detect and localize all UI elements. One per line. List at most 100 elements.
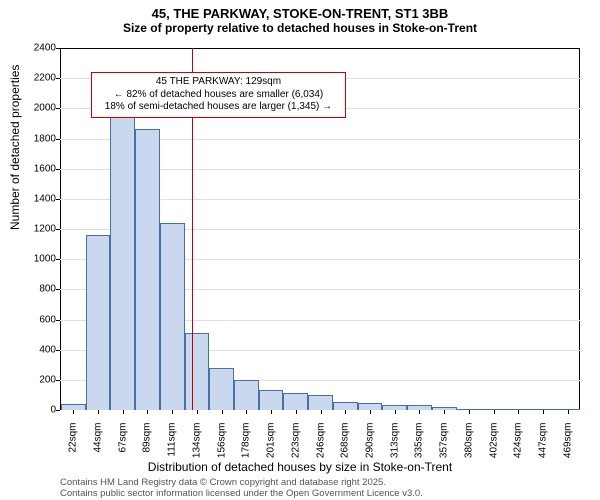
x-tick-label: 178sqm [241, 423, 252, 463]
histogram-bar [110, 113, 135, 410]
chart-title-sub: Size of property relative to detached ho… [0, 21, 600, 39]
x-tick-label: 380sqm [463, 423, 474, 463]
annotation-box: 45 THE PARKWAY: 129sqm← 82% of detached … [91, 72, 346, 118]
x-tick [321, 410, 322, 414]
x-tick [494, 410, 495, 414]
x-tick [345, 410, 346, 414]
x-tick [271, 410, 272, 414]
x-tick-label: 313sqm [389, 423, 400, 463]
footer-line-2: Contains public sector information licen… [60, 488, 423, 499]
x-tick-label: 290sqm [365, 423, 376, 463]
y-tick [56, 139, 60, 140]
x-tick-label: 201sqm [266, 423, 277, 463]
x-tick-label: 223sqm [290, 423, 301, 463]
x-tick [469, 410, 470, 414]
y-tick [56, 350, 60, 351]
x-tick [197, 410, 198, 414]
histogram-bar [185, 333, 210, 410]
histogram-bar [160, 223, 185, 410]
x-tick [296, 410, 297, 414]
histogram-bar [86, 235, 111, 410]
x-tick-label: 402sqm [488, 423, 499, 463]
histogram-bar [61, 404, 86, 410]
histogram-bar [333, 402, 358, 410]
x-tick [419, 410, 420, 414]
x-tick-label: 424sqm [513, 423, 524, 463]
plot-area: 45 THE PARKWAY: 129sqm← 82% of detached … [60, 48, 580, 410]
x-tick-label: 335sqm [414, 423, 425, 463]
x-tick [543, 410, 544, 414]
histogram-bar [531, 409, 556, 410]
histogram-bar [432, 407, 457, 410]
x-tick-label: 268sqm [340, 423, 351, 463]
chart-title-main: 45, THE PARKWAY, STOKE-ON-TRENT, ST1 3BB [0, 0, 600, 21]
histogram-bar [555, 409, 580, 410]
histogram-bar [457, 409, 482, 411]
y-tick-label: 1600 [34, 163, 56, 174]
footer-line-1: Contains HM Land Registry data © Crown c… [60, 477, 386, 488]
histogram-bar [135, 129, 160, 410]
x-tick [246, 410, 247, 414]
y-tick [56, 108, 60, 109]
y-tick [56, 380, 60, 381]
histogram-bar [308, 395, 333, 410]
y-tick-label: 2200 [34, 73, 56, 84]
y-tick [56, 229, 60, 230]
x-tick [73, 410, 74, 414]
x-tick-label: 22sqm [68, 423, 79, 463]
histogram-bar [283, 393, 308, 410]
x-tick [222, 410, 223, 414]
x-tick-label: 67sqm [117, 423, 128, 463]
y-tick-label: 1400 [34, 193, 56, 204]
y-axis-label: Number of detached properties [8, 65, 22, 230]
y-tick-label: 400 [39, 344, 56, 355]
y-tick-label: 1000 [34, 254, 56, 265]
y-tick-label: 1200 [34, 224, 56, 235]
x-tick-label: 44sqm [93, 423, 104, 463]
x-tick [147, 410, 148, 414]
y-tick [56, 199, 60, 200]
histogram-bar [382, 405, 407, 410]
annotation-line-1: 45 THE PARKWAY: 129sqm [98, 76, 339, 89]
x-tick-label: 156sqm [216, 423, 227, 463]
histogram-bar [234, 380, 259, 410]
y-tick [56, 410, 60, 411]
histogram-bar [407, 405, 432, 410]
histogram-bar [506, 409, 531, 410]
x-tick-label: 469sqm [562, 423, 573, 463]
x-tick [568, 410, 569, 414]
x-tick-label: 134sqm [191, 423, 202, 463]
x-tick [395, 410, 396, 414]
histogram-bar [209, 368, 234, 410]
y-tick-label: 2400 [34, 43, 56, 54]
y-tick-label: 200 [39, 374, 56, 385]
histogram-bar [481, 409, 506, 411]
x-tick-label: 246sqm [315, 423, 326, 463]
x-tick-label: 357sqm [439, 423, 450, 463]
annotation-line-2: ← 82% of detached houses are smaller (6,… [98, 89, 339, 102]
y-tick-label: 2000 [34, 103, 56, 114]
y-tick-label: 0 [50, 405, 56, 416]
y-tick [56, 78, 60, 79]
x-tick [123, 410, 124, 414]
y-tick [56, 169, 60, 170]
x-tick-label: 89sqm [142, 423, 153, 463]
y-tick [56, 320, 60, 321]
histogram-bar [259, 390, 284, 410]
x-tick [172, 410, 173, 414]
top-axis-line [60, 48, 580, 49]
x-tick [518, 410, 519, 414]
y-tick-label: 1800 [34, 133, 56, 144]
y-tick [56, 48, 60, 49]
x-tick [370, 410, 371, 414]
y-tick-label: 600 [39, 314, 56, 325]
y-tick-label: 800 [39, 284, 56, 295]
x-tick-label: 111sqm [167, 423, 178, 463]
chart-container: 45, THE PARKWAY, STOKE-ON-TRENT, ST1 3BB… [0, 0, 600, 500]
x-tick [444, 410, 445, 414]
y-tick [56, 289, 60, 290]
annotation-line-3: 18% of semi-detached houses are larger (… [98, 101, 339, 114]
x-tick [98, 410, 99, 414]
histogram-bar [358, 403, 383, 410]
y-tick [56, 259, 60, 260]
